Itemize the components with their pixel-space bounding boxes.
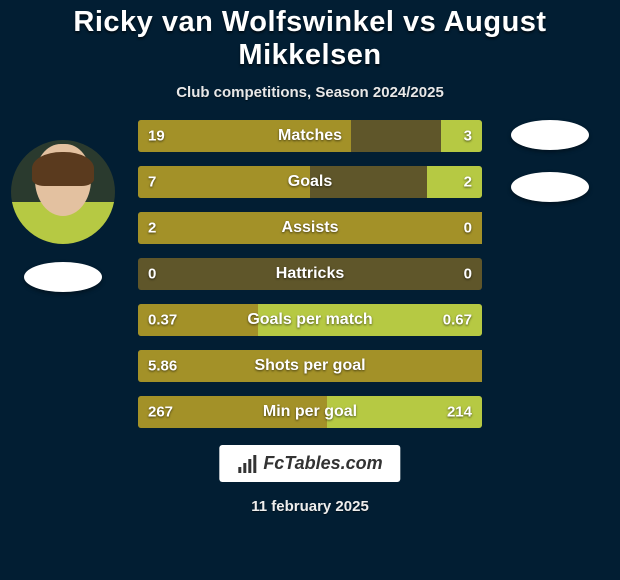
bar-value-right: 2	[464, 174, 472, 191]
bar-label: Min per goal	[263, 403, 357, 421]
bar-label: Hattricks	[276, 265, 344, 283]
player-left	[8, 140, 118, 292]
comparison-bars: 19 3 Matches 7 2 Goals 2 0 Assists 0 0 Hattricks 0.3…	[138, 120, 482, 442]
bar-row: 7 2 Goals	[138, 166, 482, 198]
bar-row: 19 3 Matches	[138, 120, 482, 152]
bar-fill-left	[138, 166, 310, 198]
page-title: Ricky van Wolfswinkel vs August Mikkelse…	[0, 0, 620, 72]
bar-value-left: 0	[148, 266, 156, 283]
bar-value-left: 7	[148, 174, 156, 191]
bar-value-right: 0	[464, 266, 472, 283]
bar-row: 5.86 Shots per goal	[138, 350, 482, 382]
bar-label: Shots per goal	[254, 357, 365, 375]
bar-value-right: 3	[464, 128, 472, 145]
bar-label: Goals per match	[247, 311, 372, 329]
bar-label: Assists	[282, 219, 339, 237]
bar-row: 0 0 Hattricks	[138, 258, 482, 290]
bar-value-right: 214	[447, 404, 472, 421]
brand-text: FcTables.com	[263, 453, 382, 474]
page-subtitle: Club competitions, Season 2024/2025	[0, 84, 620, 101]
brand-icon	[237, 455, 257, 473]
player-right-flag-1	[511, 120, 589, 150]
bar-value-left: 2	[148, 220, 156, 237]
bar-value-left: 19	[148, 128, 165, 145]
bar-row: 2 0 Assists	[138, 212, 482, 244]
bar-row: 267 214 Min per goal	[138, 396, 482, 428]
brand-chip[interactable]: FcTables.com	[219, 445, 400, 482]
player-left-avatar	[11, 140, 115, 244]
bar-value-left: 5.86	[148, 358, 177, 375]
bar-value-left: 0.37	[148, 312, 177, 329]
footer-date: 11 february 2025	[251, 498, 369, 515]
player-right	[495, 120, 605, 202]
bar-fill-right	[441, 120, 482, 152]
bar-value-right: 0	[464, 220, 472, 237]
bar-value-right: 0.67	[443, 312, 472, 329]
bar-value-left: 267	[148, 404, 173, 421]
bar-row: 0.37 0.67 Goals per match	[138, 304, 482, 336]
player-right-flag-2	[511, 172, 589, 202]
bar-label: Matches	[278, 127, 342, 145]
bar-fill-right	[427, 166, 482, 198]
bar-label: Goals	[288, 173, 332, 191]
player-left-flag	[24, 262, 102, 292]
